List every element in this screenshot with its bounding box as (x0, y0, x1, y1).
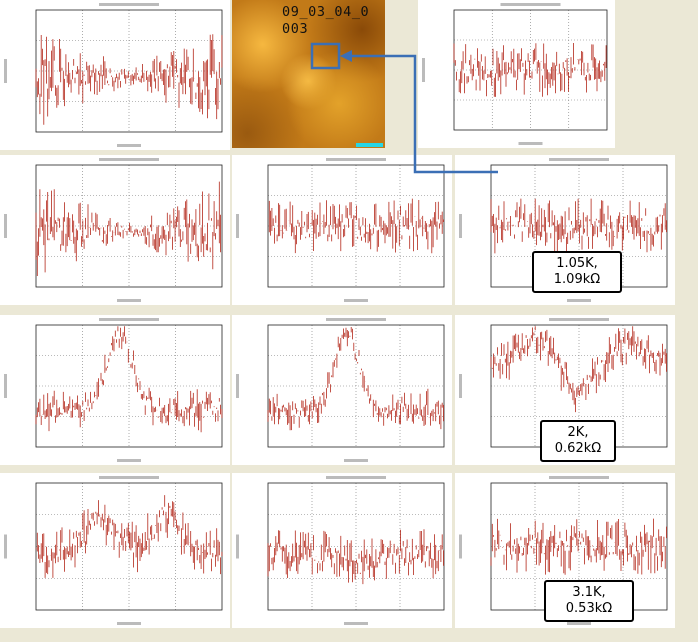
plot (4, 158, 223, 302)
plot-frame (267, 324, 445, 448)
annotation-box: 2K, 0.62kΩ (540, 420, 616, 462)
plot-panel (232, 155, 452, 305)
plot-panel (0, 155, 230, 305)
trace (490, 518, 667, 575)
annotation-line: 0.62kΩ (554, 441, 602, 456)
annotation-line: 1.05K, (556, 256, 598, 271)
trace (267, 327, 444, 431)
plot-panel (418, 0, 615, 148)
plot-title (99, 318, 159, 321)
axis-label (459, 534, 462, 559)
axis-label (117, 459, 141, 462)
scale-bar (356, 143, 383, 147)
plot (236, 476, 445, 625)
axis-label (117, 622, 141, 625)
axis-label (344, 459, 368, 462)
plot-panel (0, 0, 230, 150)
axis-label (344, 622, 368, 625)
plot (4, 3, 223, 147)
annotation-line: 1.09kΩ (553, 272, 601, 287)
annotation-box: 3.1K, 0.53kΩ (544, 580, 634, 622)
plot (236, 158, 445, 302)
axis-label (4, 534, 7, 559)
plot-title (549, 158, 609, 161)
trace (35, 326, 223, 433)
annotation-line: 2K, (567, 425, 589, 440)
plot-frame (35, 482, 223, 611)
axis-label (344, 299, 368, 302)
plot-title (549, 318, 609, 321)
plot-panel (0, 315, 230, 465)
image-label: 09_03_04_0003 (282, 4, 370, 37)
axis-label (518, 142, 543, 145)
trace (35, 181, 221, 276)
trace (490, 198, 667, 254)
annotation-box: 1.05K, 1.09kΩ (532, 251, 622, 293)
plot-panel (232, 315, 452, 465)
trace (490, 326, 667, 413)
axis-label (4, 214, 7, 238)
axis-label (236, 374, 239, 398)
trace (35, 34, 223, 125)
plot-title (500, 3, 561, 6)
axis-label (117, 299, 141, 302)
plot (236, 318, 445, 462)
trace (267, 198, 444, 254)
axis-label (4, 59, 7, 83)
axis-label (4, 374, 7, 398)
plot-title (99, 476, 159, 479)
plot-title (326, 476, 386, 479)
axis-label (236, 214, 239, 238)
annotation-line: 0.53kΩ (565, 601, 613, 616)
axis-label (567, 299, 591, 302)
plot-title (99, 3, 159, 6)
stm-image: 09_03_04_0003 (232, 0, 385, 148)
plot-panel (0, 473, 230, 628)
trace (267, 529, 444, 585)
axis-label (422, 58, 425, 82)
axis-label (117, 144, 141, 147)
plot-frame (35, 324, 223, 448)
plot (4, 318, 223, 462)
plot (4, 476, 223, 625)
plot-panel (455, 315, 675, 465)
plot-title (326, 318, 386, 321)
axis-label (236, 534, 239, 559)
axis-label (459, 374, 462, 398)
annotation-line: 3.1K, (572, 585, 606, 600)
plot-title (326, 158, 386, 161)
plot (459, 158, 668, 302)
plot-title (549, 476, 609, 479)
trace (35, 495, 223, 578)
plot (422, 3, 608, 145)
axis-label (459, 214, 462, 238)
plot-panel (232, 473, 452, 628)
axis-label (567, 622, 591, 625)
plot-title (99, 158, 159, 161)
